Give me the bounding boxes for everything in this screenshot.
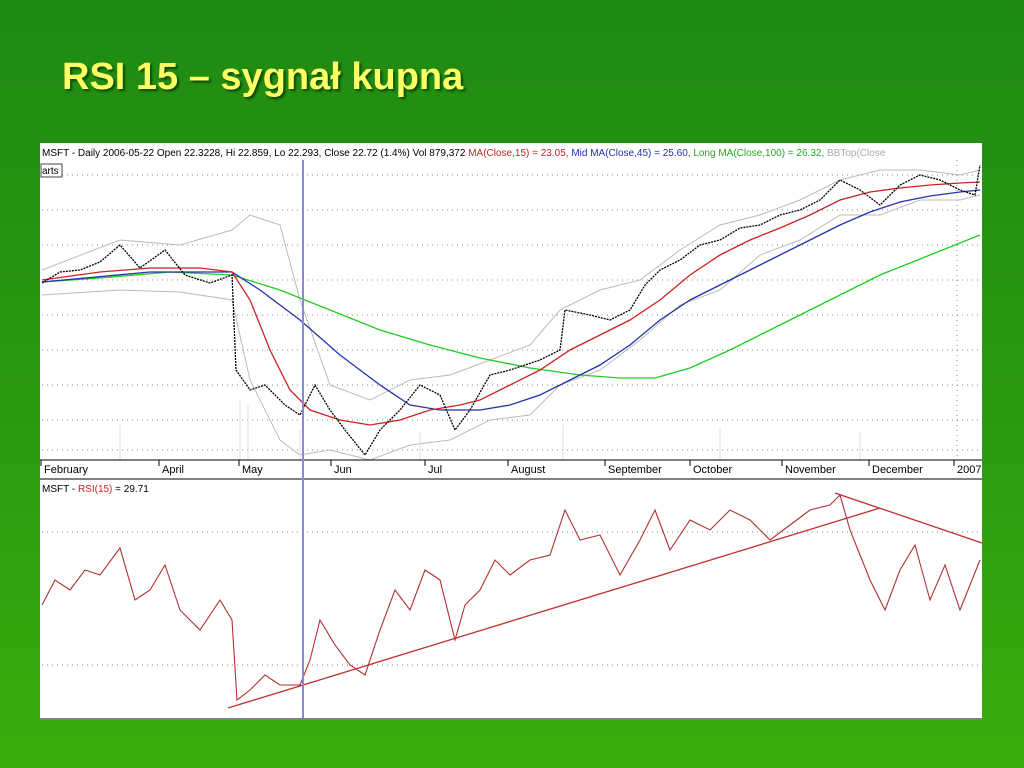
month-label: August (511, 464, 545, 476)
chart-background (40, 143, 982, 720)
resistance-trendline (834, 492, 983, 544)
header-ma15: MA(Close,15) = 23.05, (468, 148, 568, 159)
month-labels: February April May Jun Jul August September Oct… (40, 460, 981, 476)
rsi-symbol: MSFT - (42, 484, 78, 495)
bollinger-bottom (41, 194, 981, 461)
slide-title: RSI 15 – sygnał kupna (62, 56, 464, 98)
price-line (41, 164, 981, 457)
tab-box (40, 163, 63, 178)
month-label: Jul (428, 464, 442, 476)
month-label: September (608, 464, 662, 476)
price-header: MSFT - Daily 2006-05-22 Open 22.3228, Hi… (42, 148, 886, 159)
ma15-line (41, 181, 981, 426)
bollinger-top (41, 169, 981, 401)
rsi-header: MSFT - RSI(15) = 29.71 (42, 484, 149, 495)
price-grid (42, 160, 980, 460)
rsi-name: RSI(15) (78, 484, 112, 495)
header-bbtop: BBTop(Close (827, 148, 886, 159)
rsi-value: = 29.71 (115, 484, 149, 495)
support-trendline (227, 507, 881, 709)
month-label: 2007 (957, 464, 981, 476)
month-label: October (693, 464, 732, 476)
tab-label: arts (42, 166, 59, 177)
ma45-line (41, 189, 981, 411)
month-label: April (162, 464, 184, 476)
volume-bars (119, 400, 861, 460)
month-label: May (242, 464, 263, 476)
month-label: Jun (334, 464, 352, 476)
month-label: February (44, 464, 89, 476)
month-label: November (785, 464, 836, 476)
rsi-line (41, 493, 981, 702)
header-quote: MSFT - Daily 2006-05-22 Open 22.3228, Hi… (42, 148, 466, 159)
header-ma100: Long MA(Close,100) = 26.32, (693, 148, 824, 159)
header-ma45: Mid MA(Close,45) = 25.60, (571, 148, 690, 159)
month-label: December (872, 464, 923, 476)
